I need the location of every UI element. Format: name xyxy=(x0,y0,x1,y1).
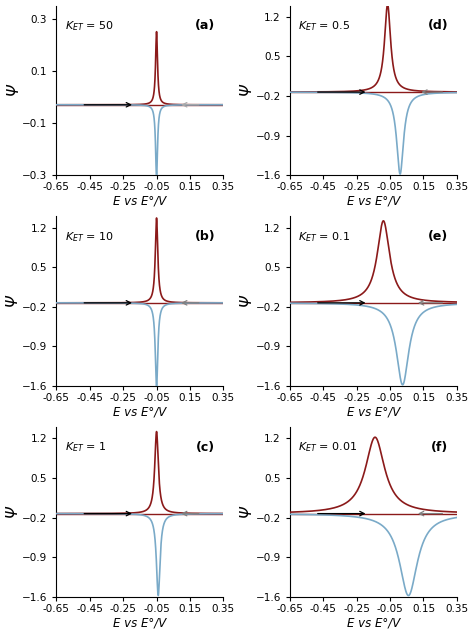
Text: $\mathit{K}_{ET}$ = 0.5: $\mathit{K}_{ET}$ = 0.5 xyxy=(298,19,350,33)
Text: (d): (d) xyxy=(428,19,448,32)
Text: (b): (b) xyxy=(194,230,215,243)
Text: (a): (a) xyxy=(195,19,215,32)
Text: (e): (e) xyxy=(428,230,448,243)
Text: $\mathit{K}_{ET}$ = 10: $\mathit{K}_{ET}$ = 10 xyxy=(64,230,114,244)
X-axis label: E vs E°/V: E vs E°/V xyxy=(113,195,166,208)
X-axis label: E vs E°/V: E vs E°/V xyxy=(347,617,400,629)
X-axis label: E vs E°/V: E vs E°/V xyxy=(347,406,400,418)
Y-axis label: Ψ: Ψ xyxy=(239,295,254,307)
Y-axis label: Ψ: Ψ xyxy=(6,84,21,97)
Y-axis label: Ψ: Ψ xyxy=(6,295,20,307)
Text: $\mathit{K}_{ET}$ = 1: $\mathit{K}_{ET}$ = 1 xyxy=(64,441,106,455)
Y-axis label: Ψ: Ψ xyxy=(6,506,20,518)
Text: (f): (f) xyxy=(431,441,448,453)
X-axis label: E vs E°/V: E vs E°/V xyxy=(113,617,166,629)
Text: (c): (c) xyxy=(196,441,215,453)
X-axis label: E vs E°/V: E vs E°/V xyxy=(113,406,166,418)
Text: $\mathit{K}_{ET}$ = 0.1: $\mathit{K}_{ET}$ = 0.1 xyxy=(298,230,350,244)
X-axis label: E vs E°/V: E vs E°/V xyxy=(347,195,400,208)
Text: $\mathit{K}_{ET}$ = 0.01: $\mathit{K}_{ET}$ = 0.01 xyxy=(298,441,357,455)
Y-axis label: Ψ: Ψ xyxy=(239,506,254,518)
Text: $\mathit{K}_{ET}$ = 50: $\mathit{K}_{ET}$ = 50 xyxy=(64,19,114,33)
Y-axis label: Ψ: Ψ xyxy=(239,84,254,97)
